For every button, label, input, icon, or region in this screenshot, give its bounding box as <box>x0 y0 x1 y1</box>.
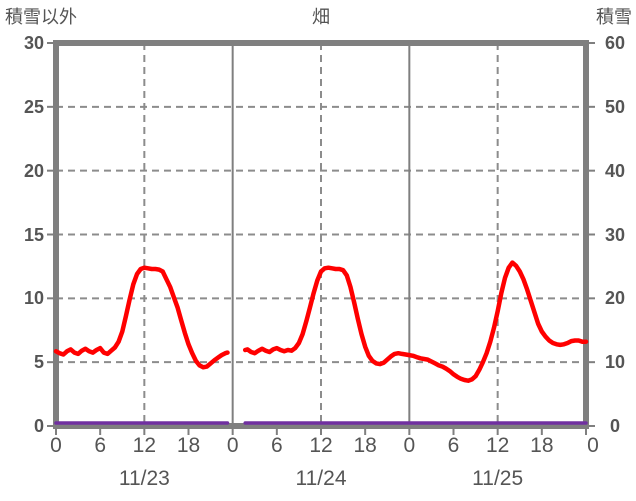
x-hour-label: 6 <box>447 434 460 457</box>
temperature-line <box>53 265 230 370</box>
y-left-tick-label: 0 <box>33 416 44 436</box>
y-right-tick-label: 0 <box>609 416 620 436</box>
x-hour-label: 12 <box>309 434 333 457</box>
x-hour-label: 6 <box>270 434 283 457</box>
x-hour-label: 18 <box>176 434 201 457</box>
x-hour-label: 18 <box>530 434 554 457</box>
x-hour-label: 6 <box>94 434 106 457</box>
x-hour-label: 0 <box>226 434 239 457</box>
y-right-tick-label: 20 <box>604 288 626 309</box>
left-axis-title: 積雪以外 <box>5 7 77 27</box>
y-right-tick-label: 50 <box>604 96 626 117</box>
x-date-label: 11/23 <box>118 467 170 490</box>
temperature-line <box>242 260 589 383</box>
y-left-tick-label: 15 <box>23 224 44 245</box>
y-left-tick-label: 20 <box>23 160 44 181</box>
x-hour-label: 12 <box>485 434 510 457</box>
y-right-tick-label: 10 <box>604 352 626 373</box>
right-axis-title: 積雪 <box>596 7 632 27</box>
x-date-label: 11/24 <box>295 467 347 490</box>
x-hour-label: 0 <box>50 434 62 457</box>
x-hour-label: 0 <box>403 434 416 457</box>
x-hour-label: 12 <box>132 434 156 457</box>
y-left-tick-label: 30 <box>23 33 44 53</box>
x-hour-label: 18 <box>353 434 377 457</box>
y-right-tick-label: 40 <box>604 160 626 181</box>
y-left-tick-label: 10 <box>23 288 44 309</box>
x-hour-label: 0 <box>587 434 599 457</box>
chart-title: 畑 <box>312 7 330 27</box>
plot-border <box>53 40 589 429</box>
x-date-label: 11/25 <box>472 467 524 490</box>
y-right-tick-label: 60 <box>604 33 626 53</box>
y-right-tick-label: 30 <box>604 224 626 245</box>
y-left-tick-label: 25 <box>23 96 44 117</box>
y-left-tick-label: 5 <box>33 352 44 373</box>
